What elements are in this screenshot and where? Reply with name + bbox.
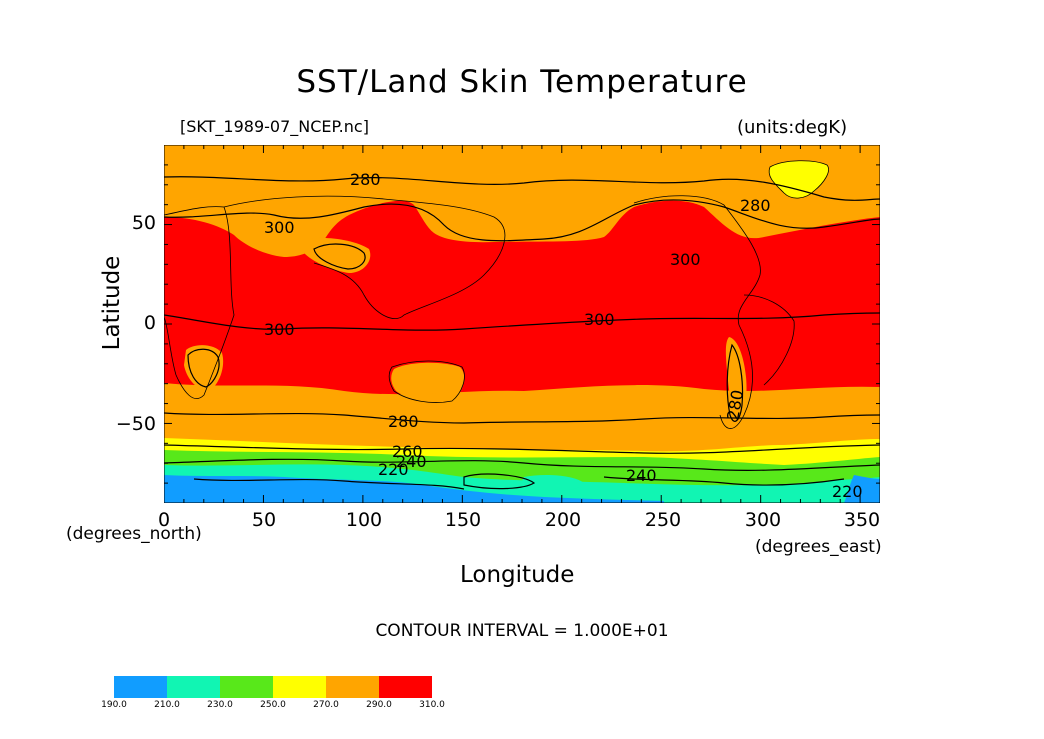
contour-interval: CONTOUR INTERVAL = 1.000E+01 xyxy=(375,621,669,641)
field-australia-orange xyxy=(391,362,465,401)
units-label: (units:degK) xyxy=(737,117,848,138)
contour-label: 300 xyxy=(584,310,615,329)
colorbar-swatch xyxy=(326,676,379,698)
contour-label: 300 xyxy=(264,218,295,237)
axis-ticks xyxy=(164,145,880,503)
y-axis-label: Latitude xyxy=(99,255,125,351)
x-tick-label: 250 xyxy=(644,509,682,531)
contour-label: 220 xyxy=(832,482,863,501)
contour-label-group: 280 280 300 300 300 300 280 280 260 240 … xyxy=(264,170,863,501)
colorbar-tick-label: 290.0 xyxy=(366,700,392,710)
x-tick-label: 200 xyxy=(544,509,582,531)
file-label: [SKT_1989-07_NCEP.nc] xyxy=(180,117,369,136)
colorbar-tick-label: 230.0 xyxy=(207,700,233,710)
temperature-map: 280 280 300 300 300 300 280 280 260 240 … xyxy=(164,145,880,503)
y-tick-label: −50 xyxy=(115,413,156,435)
contour-label: 280 xyxy=(740,196,771,215)
colorbar-swatch xyxy=(167,676,220,698)
x-axis-units: (degrees_east) xyxy=(755,537,882,557)
x-tick-label: 300 xyxy=(744,509,782,531)
y-tick-label: 50 xyxy=(131,212,156,234)
colorbar-tick-label: 270.0 xyxy=(313,700,339,710)
field-antarctic-blue-east xyxy=(844,475,880,503)
field-northern-orange xyxy=(164,145,880,257)
colorbar-tick-label: 250.0 xyxy=(260,700,286,710)
y-axis-units: (degrees_north) xyxy=(66,524,202,544)
y-tick-label: 0 xyxy=(143,312,156,334)
x-tick-label: 50 xyxy=(251,509,277,531)
field-southern-cyan-patch xyxy=(522,475,584,491)
contour-label: 240 xyxy=(396,452,427,471)
colorbar-swatch xyxy=(379,676,432,698)
contour-label: 280 xyxy=(388,412,419,431)
contour-label: 240 xyxy=(626,466,657,485)
colorbar-tick-label: 190.0 xyxy=(101,700,127,710)
colorbar-tick-label: 310.0 xyxy=(419,700,445,710)
colorbar xyxy=(114,676,432,698)
chart-title: SST/Land Skin Temperature xyxy=(296,64,748,100)
colorbar-swatch xyxy=(114,676,167,698)
colorbar-swatch xyxy=(273,676,326,698)
coastlines xyxy=(164,160,829,429)
x-axis-label: Longitude xyxy=(460,562,575,588)
contour-label: 220 xyxy=(378,460,409,479)
x-tick-label: 100 xyxy=(345,509,383,531)
contour-label: 300 xyxy=(264,320,295,339)
x-tick-label: 150 xyxy=(444,509,482,531)
contour-label: 260 xyxy=(392,442,423,461)
contour-label: 280 xyxy=(350,170,381,189)
field-greenland-yellow xyxy=(769,160,829,199)
contour-lines xyxy=(164,176,880,490)
contour-label: 300 xyxy=(670,250,701,269)
x-tick-label: 0 xyxy=(157,509,171,531)
x-tick-label: 350 xyxy=(843,509,881,531)
colorbar-tick-label: 210.0 xyxy=(154,700,180,710)
field-antarctic-blue xyxy=(164,475,664,503)
colorbar-swatch xyxy=(220,676,273,698)
